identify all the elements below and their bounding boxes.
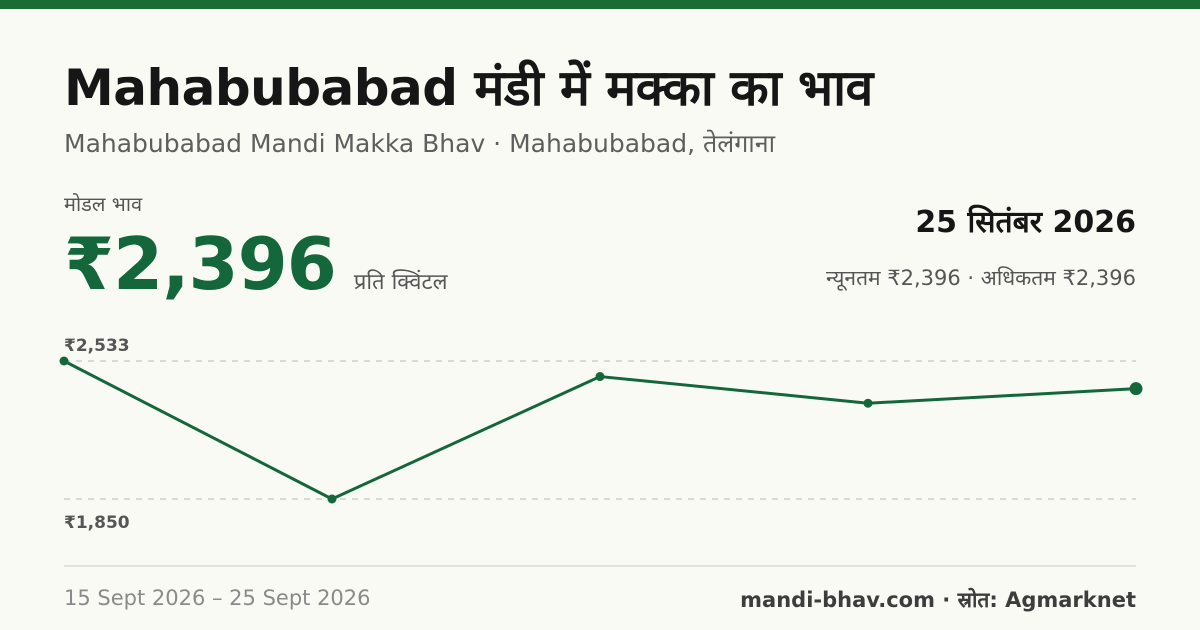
- data-points: [59, 356, 1143, 504]
- page-title: Mahabubabad मंडी में मक्का का भाव: [64, 59, 873, 117]
- modal-price-value: ₹2,396: [64, 222, 337, 306]
- date-range: 15 Sept 2026 – 25 Sept 2026: [64, 586, 371, 610]
- data-point-3: [595, 372, 605, 382]
- top-accent-bar: [0, 0, 1200, 9]
- footer-divider: [64, 565, 1136, 567]
- series-line: [62, 359, 1138, 501]
- data-point-5: [1129, 382, 1143, 396]
- min-max-price: न्यूनतम ₹2,396 · अधिकतम ₹2,396: [826, 266, 1136, 290]
- price-row: ₹2,396 प्रति क्विंटल: [64, 222, 448, 306]
- source-credit: mandi-bhav.com · स्रोत: Agmarknet: [740, 588, 1136, 612]
- price-unit: प्रति क्विंटल: [353, 270, 448, 295]
- y-tick-label-max: ₹2,533: [64, 336, 130, 356]
- data-point-2: [327, 494, 337, 504]
- modal-price-label: मोडल भाव: [64, 192, 143, 216]
- data-point-4: [863, 398, 873, 408]
- page-subtitle: Mahabubabad Mandi Makka Bhav · Mahabubab…: [64, 129, 776, 158]
- price-date: 25 सितंबर 2026: [915, 205, 1136, 240]
- y-tick-label-min: ₹1,850: [64, 513, 130, 533]
- data-point-1: [59, 356, 69, 366]
